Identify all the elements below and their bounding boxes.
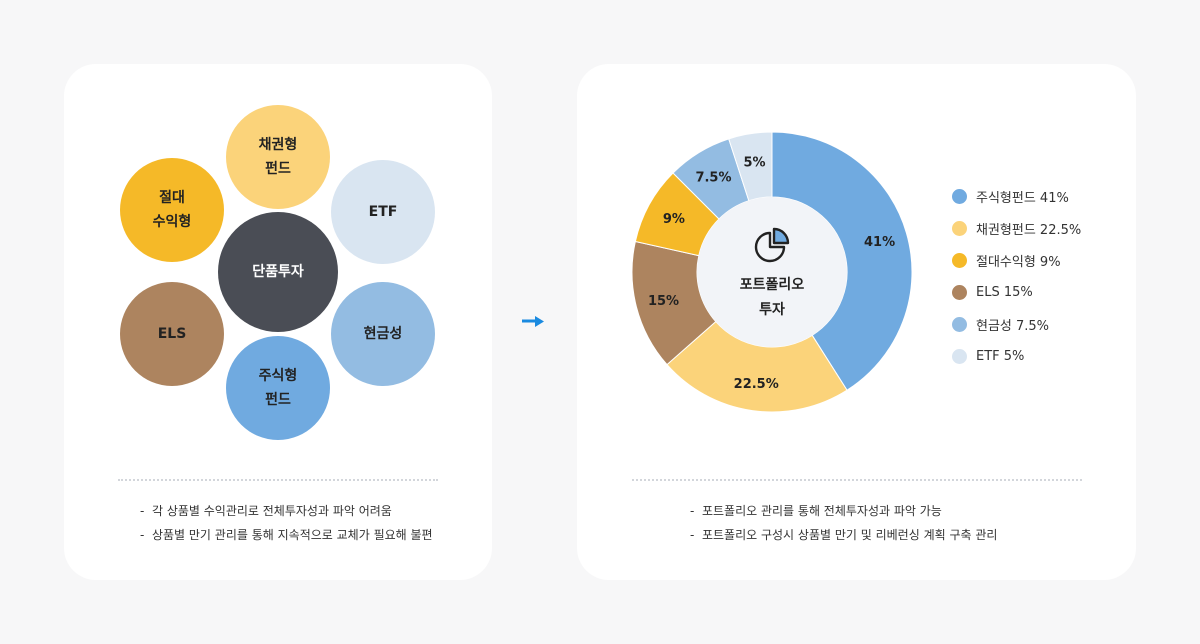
legend-swatch [952,284,967,300]
donut-center-label-2: 투자 [759,302,785,318]
legend-label: 주식형펀드 41% [976,190,1069,206]
node-stock-fund: 주식형 펀드 [226,336,330,440]
donut-center-label-1: 포트폴리오 [740,277,805,293]
pie-chart-icon [754,227,790,263]
slice-label-2: 15% [648,294,679,309]
right-divider [632,479,1082,481]
node-cash: 현금성 [331,282,435,386]
legend-item-etf: ETF 5% [952,340,1081,372]
legend-swatch [952,252,967,268]
donut-center-disc [697,197,847,347]
legend-label: 채권형펀드 22.5% [976,222,1082,238]
legend-item-absolute: 절대수익형 9% [952,244,1081,276]
left-note-1: - 각 상품별 수익관리로 전체투자성과 파악 어려움 [140,504,392,518]
node-absolute-return: 절대 수익형 [120,158,224,262]
legend-swatch [952,316,967,332]
left-notes: - 각 상품별 수익관리로 전체투자성과 파악 어려움 - 상품별 만기 관리를… [140,499,433,547]
node-single-product: 단품투자 [218,212,338,332]
right-notes: - 포트폴리오 관리를 통해 전체투자성과 파악 가능 - 포트폴리오 구성시 … [690,499,997,547]
legend-swatch [952,220,967,236]
donut-svg: 41% 22.5% 15% 9% 7.5% 5% 포트폴리오 투자 [631,131,913,413]
right-note-1: - 포트폴리오 관리를 통해 전체투자성과 파악 가능 [690,504,942,518]
legend-label: ETF 5% [976,348,1025,364]
slice-label-5: 5% [743,155,765,170]
legend-label: 절대수익형 9% [976,254,1061,270]
slice-label-4: 7.5% [695,171,731,186]
legend-item-cash: 현금성 7.5% [952,308,1081,340]
portfolio-donut-chart: 41% 22.5% 15% 9% 7.5% 5% 포트폴리오 투자 [631,131,913,413]
arrow-right-icon [522,316,544,327]
node-etf: ETF [331,160,435,264]
legend-item-els: ELS 15% [952,276,1081,308]
legend-label: 현금성 7.5% [976,318,1050,334]
left-note-2: - 상품별 만기 관리를 통해 지속적으로 교체가 필요해 불편 [140,528,433,542]
legend-item-bond: 채권형펀드 22.5% [952,212,1081,244]
donut-slice-1 [666,320,848,413]
slice-label-3: 9% [663,212,685,227]
slice-label-1: 22.5% [734,377,779,392]
slice-label-0: 41% [864,235,895,250]
legend-item-stock: 주식형펀드 41% [952,180,1081,212]
legend-swatch [952,188,967,204]
legend-label: ELS 15% [976,284,1033,300]
left-divider [118,479,438,481]
legend-swatch [952,348,967,364]
chart-legend: 주식형펀드 41% 채권형펀드 22.5% 절대수익형 9% ELS 15% 현… [952,180,1081,372]
right-note-2: - 포트폴리오 구성시 상품별 만기 및 리베런싱 계획 구축 관리 [690,528,998,542]
node-bond-fund: 채권형 펀드 [226,105,330,209]
node-els: ELS [120,282,224,386]
